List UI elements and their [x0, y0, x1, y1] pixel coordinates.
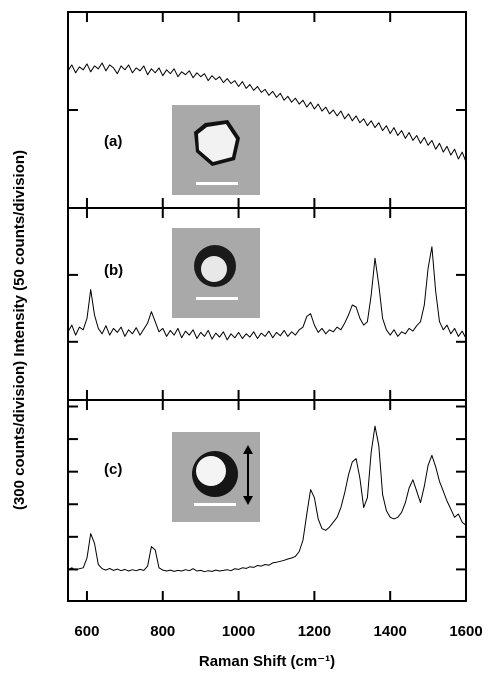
- x-axis-label: Raman Shift (cm⁻¹): [199, 653, 335, 670]
- x-tick-label: 1600: [449, 623, 482, 640]
- x-tick-label: 800: [150, 623, 175, 640]
- x-tick-label: 1200: [298, 623, 331, 640]
- inset-b: [172, 228, 260, 318]
- x-tick-label: 600: [74, 623, 99, 640]
- panel-frame: [67, 11, 467, 209]
- panel-frame: [67, 399, 467, 602]
- panel-label: (a): [104, 133, 122, 150]
- spectrum: [67, 425, 467, 573]
- x-tick-label: 1000: [222, 623, 255, 640]
- panel-label: (b): [104, 262, 123, 279]
- y-axis-label: (300 counts/division) Intensity (50 coun…: [11, 150, 28, 510]
- panel-label: (c): [104, 461, 122, 478]
- x-tick-label: 1400: [374, 623, 407, 640]
- inset-a: [172, 105, 260, 195]
- inset-c: [172, 432, 260, 522]
- spectrum: [67, 62, 467, 163]
- panel-frame: [67, 207, 467, 401]
- insets: [172, 105, 260, 522]
- spectrum: [67, 246, 467, 341]
